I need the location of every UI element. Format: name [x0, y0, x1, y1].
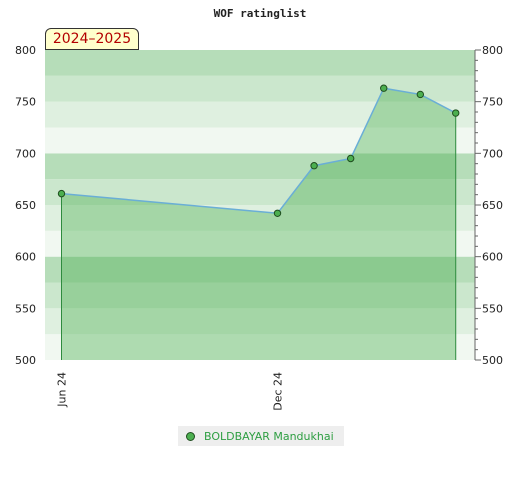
left-y-axis: 500 550 600 650 700 750 800	[15, 44, 36, 367]
y-tick-label: 550	[15, 302, 36, 315]
x-axis: Jun 24 Dec 24	[56, 372, 285, 411]
background-band	[45, 308, 475, 335]
data-point	[273, 209, 282, 217]
data-point	[57, 189, 66, 198]
background-band	[45, 75, 475, 102]
y-tick-label: 750	[15, 96, 36, 109]
chart-title: WOF ratinglist	[214, 7, 307, 20]
background-band	[45, 205, 475, 231]
background-band	[45, 50, 475, 76]
data-points	[57, 84, 460, 217]
background-bands	[45, 50, 475, 360]
y-tick-label-right: 600	[482, 251, 503, 264]
right-y-axis: 500 550 600 650 700 750 800	[474, 44, 503, 367]
background-band	[45, 334, 475, 360]
background-band	[45, 127, 475, 154]
background-band	[45, 101, 475, 128]
y-tick-label: 700	[15, 147, 36, 160]
x-tick-label: Dec 24	[272, 372, 285, 411]
legend-marker-icon	[186, 431, 195, 441]
y-tick-label: 500	[15, 354, 36, 367]
legend[interactable]: BOLDBAYAR Mandukhai	[178, 426, 344, 446]
data-point	[452, 109, 460, 117]
data-point	[380, 84, 388, 92]
y-tick-label-right: 550	[482, 302, 503, 315]
background-band	[45, 153, 475, 180]
y-tick-label: 800	[15, 44, 36, 57]
y-tick-label-right: 800	[482, 44, 503, 57]
data-point	[346, 154, 355, 163]
rating-area	[61, 88, 456, 360]
background-band	[45, 256, 475, 283]
x-tick-label: Jun 24	[56, 372, 69, 408]
y-tick-label-right: 700	[482, 147, 503, 160]
background-band	[45, 282, 475, 309]
data-point	[310, 162, 318, 170]
y-tick-label-right: 500	[482, 354, 503, 367]
y-tick-label-right: 750	[482, 96, 503, 109]
background-band	[45, 179, 475, 205]
y-tick-label: 650	[15, 199, 36, 212]
legend-label: BOLDBAYAR Mandukhai	[204, 429, 334, 443]
background-band	[45, 230, 475, 257]
y-tick-label-right: 650	[482, 199, 503, 212]
season-badge: 2024–2025	[45, 28, 139, 50]
y-tick-label: 600	[15, 251, 36, 264]
data-point	[416, 90, 425, 99]
